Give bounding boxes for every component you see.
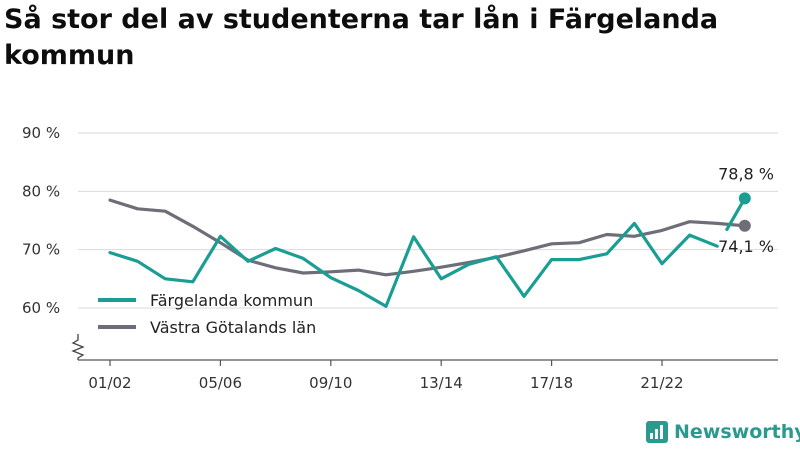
line-chart: 60 % 70 % 80 % 90 % 01/02 05/06 09/10 13/14 17/1… xyxy=(22,124,778,392)
series-lines xyxy=(108,192,751,308)
x-tick-label: 21/22 xyxy=(640,374,683,392)
end-labels: 78,8 % 74,1 % xyxy=(718,164,774,255)
axis-break-icon xyxy=(71,334,85,360)
series-line-0 xyxy=(108,221,719,308)
x-tick-label: 09/10 xyxy=(309,374,352,392)
y-tick-label: 90 % xyxy=(22,124,60,142)
grid-lines xyxy=(78,132,778,309)
bar-chart-logo-icon xyxy=(646,421,668,443)
newsworthy-logo: Newsworthy xyxy=(646,421,800,443)
axes: 60 % 70 % 80 % 90 % 01/02 05/06 09/10 13/14 17/1… xyxy=(22,124,778,392)
legend-label-0: Färgelanda kommun xyxy=(150,291,313,310)
end-label-series-1: 74,1 % xyxy=(718,237,774,256)
series-line-1 xyxy=(108,198,747,277)
series-end-point-0 xyxy=(738,192,751,205)
x-tick-label: 17/18 xyxy=(530,374,573,392)
x-tick-label: 01/02 xyxy=(88,374,131,392)
series-end-point-1 xyxy=(738,219,751,232)
brand-name: Newsworthy xyxy=(674,421,800,443)
end-label-series-0: 78,8 % xyxy=(718,164,774,183)
y-tick-label: 80 % xyxy=(22,182,60,200)
y-tick-label: 70 % xyxy=(22,241,60,259)
x-tick-label: 13/14 xyxy=(420,374,463,392)
x-tick-label: 05/06 xyxy=(199,374,242,392)
legend: Färgelanda kommun Västra Götalands län xyxy=(98,291,316,337)
y-tick-label: 60 % xyxy=(22,299,60,317)
legend-label-1: Västra Götalands län xyxy=(150,318,316,337)
chart-title: Så stor del av studenterna tar lån i Fär… xyxy=(4,4,719,71)
